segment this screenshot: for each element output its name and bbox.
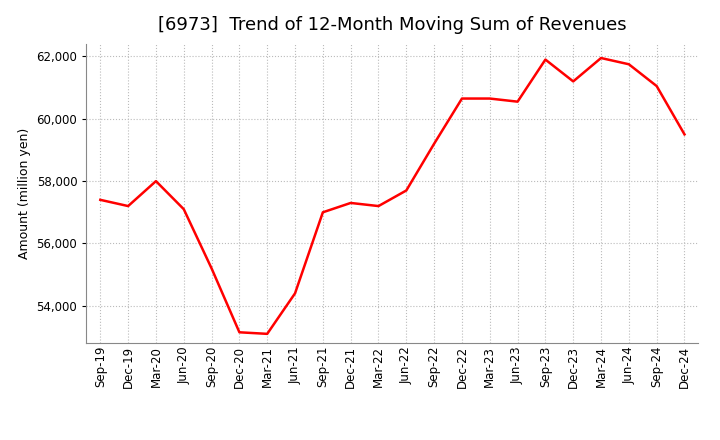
Y-axis label: Amount (million yen): Amount (million yen) [18, 128, 31, 259]
Title: [6973]  Trend of 12-Month Moving Sum of Revenues: [6973] Trend of 12-Month Moving Sum of R… [158, 16, 626, 34]
